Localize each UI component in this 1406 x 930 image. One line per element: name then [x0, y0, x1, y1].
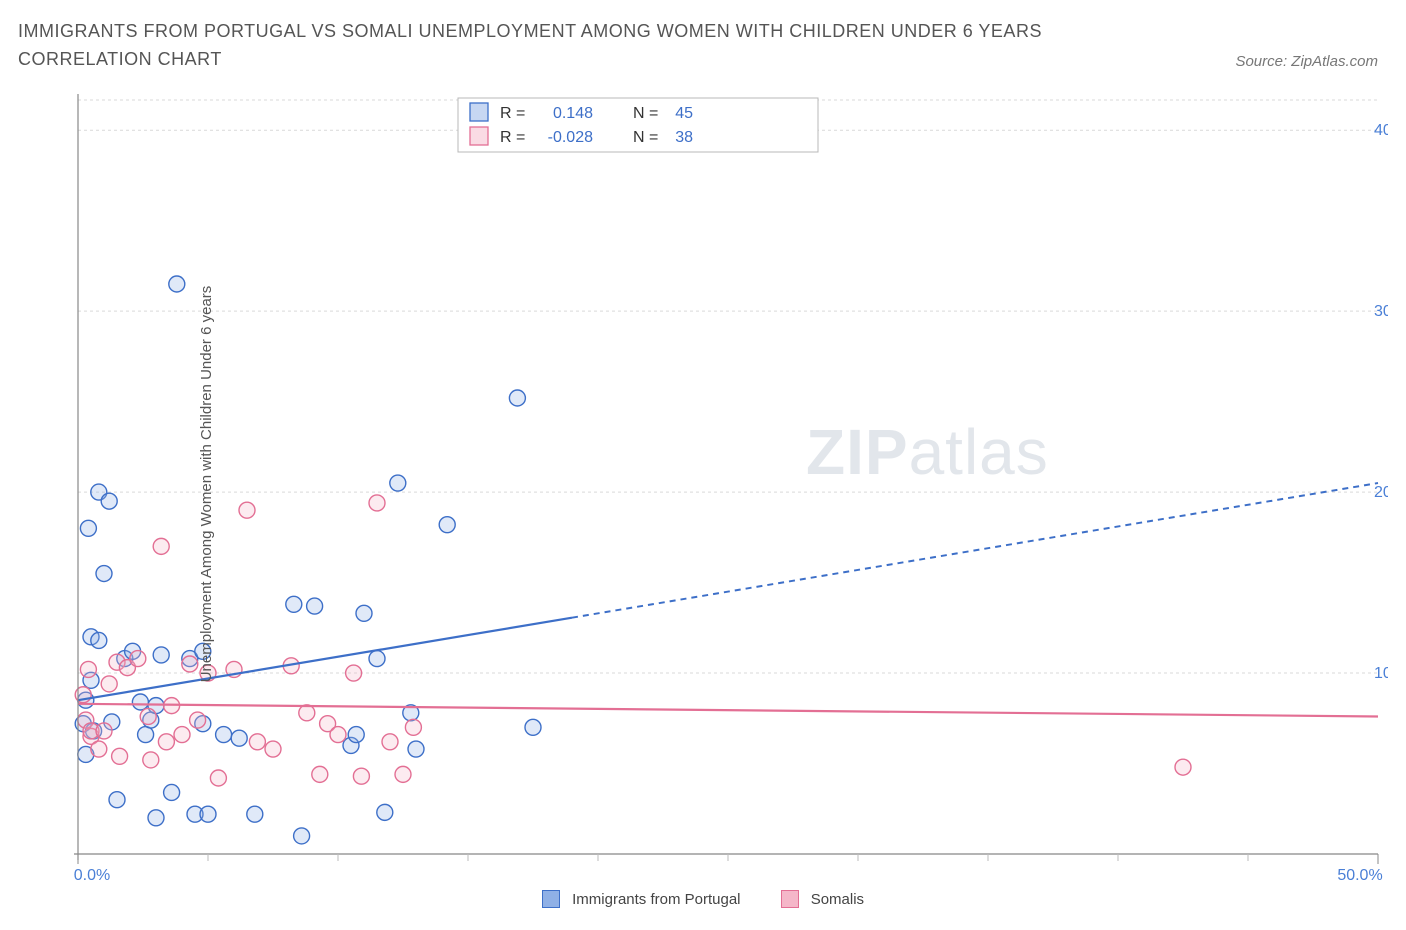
chart-area: Unemployment Among Women with Children U… [18, 84, 1388, 884]
svg-text:-0.028: -0.028 [548, 129, 593, 146]
legend-label-somalis: Somalis [811, 891, 864, 908]
legend-swatch-somalis [781, 890, 799, 908]
svg-text:ZIPatlas: ZIPatlas [806, 416, 1049, 488]
legend-item-portugal: Immigrants from Portugal [542, 890, 741, 908]
svg-text:N =: N = [633, 105, 658, 122]
svg-text:R =: R = [500, 129, 525, 146]
y-axis-label: Unemployment Among Women with Children U… [198, 285, 215, 682]
svg-text:30.0%: 30.0% [1374, 303, 1388, 320]
svg-text:38: 38 [675, 129, 693, 146]
svg-text:0.0%: 0.0% [74, 867, 110, 884]
legend-item-somalis: Somalis [781, 890, 865, 908]
chart-title: IMMIGRANTS FROM PORTUGAL VS SOMALI UNEMP… [18, 18, 1118, 74]
bottom-legend: Immigrants from Portugal Somalis [18, 890, 1388, 908]
legend-label-portugal: Immigrants from Portugal [572, 891, 740, 908]
svg-text:20.0%: 20.0% [1374, 484, 1388, 501]
source-label: Source: ZipAtlas.com [1235, 53, 1388, 74]
svg-text:50.0%: 50.0% [1337, 867, 1382, 884]
svg-text:0.148: 0.148 [553, 105, 593, 122]
legend-swatch-portugal [542, 890, 560, 908]
scatter-chart: 10.0% 20.0% 30.0% 40.0% ZIPatlas 0.0% 50.0% R =… [18, 84, 1388, 884]
svg-text:10.0%: 10.0% [1374, 665, 1388, 682]
svg-text:40.0%: 40.0% [1374, 122, 1388, 139]
svg-text:R =: R = [500, 105, 525, 122]
svg-text:N =: N = [633, 129, 658, 146]
svg-text:45: 45 [675, 105, 693, 122]
